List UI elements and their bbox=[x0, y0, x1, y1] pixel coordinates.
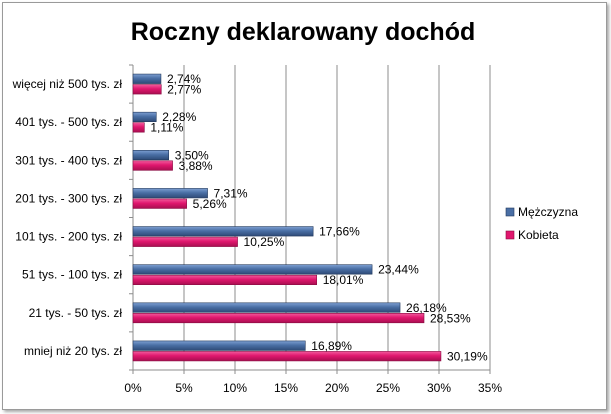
category-label: 51 tys. - 100 tys. zł bbox=[22, 268, 122, 282]
bar-mezczyzna bbox=[132, 188, 208, 199]
legend-label: Mężczyzna bbox=[518, 205, 578, 219]
bar-kobieta bbox=[132, 351, 442, 362]
legend-swatch-mezczyzna bbox=[505, 207, 515, 217]
category-label: 101 tys. - 200 tys. zł bbox=[15, 230, 122, 244]
bar-kobieta bbox=[132, 160, 173, 171]
category-label: 21 tys. - 50 tys. zł bbox=[29, 306, 123, 320]
category-label: mniej niż 20 tys. zł bbox=[24, 344, 122, 358]
bar-kobieta bbox=[132, 236, 238, 247]
bar-kobieta bbox=[132, 122, 145, 133]
data-label: 2,74% bbox=[167, 72, 201, 86]
bar-mezczyzna bbox=[132, 73, 162, 84]
data-label: 16,89% bbox=[311, 339, 352, 353]
x-tick-label: 30% bbox=[427, 381, 451, 395]
data-label: 18,01% bbox=[323, 273, 364, 287]
data-label: 17,66% bbox=[319, 225, 360, 239]
legend: Mężczyzna Kobieta bbox=[505, 205, 578, 242]
bar-kobieta bbox=[132, 274, 318, 285]
data-label: 3,50% bbox=[175, 148, 209, 162]
x-tick-label: 5% bbox=[175, 381, 193, 395]
category-labels: więcej niż 500 tys. zł 401 tys. - 500 tys… bbox=[12, 77, 123, 358]
x-tick-labels: 0% 5% 10% 15% 20% 25% 30% 35% bbox=[124, 381, 502, 395]
bar-mezczyzna bbox=[132, 150, 170, 161]
category-label: 301 tys. - 400 tys. zł bbox=[15, 153, 122, 167]
data-label: 26,18% bbox=[406, 301, 447, 315]
x-tick-label: 25% bbox=[376, 381, 400, 395]
data-label: 2,77% bbox=[167, 83, 201, 97]
data-labels: 2,74%2,77% 2,28%1,11% 3,50%3,88%7,31%5,26%… bbox=[150, 72, 488, 363]
x-tick-label: 35% bbox=[478, 381, 502, 395]
x-tick-label: 20% bbox=[325, 381, 349, 395]
data-label: 28,53% bbox=[430, 311, 471, 325]
x-tick-label: 10% bbox=[223, 381, 247, 395]
x-tick-label: 0% bbox=[124, 381, 142, 395]
data-label: 10,25% bbox=[244, 235, 285, 249]
bar-mezczyzna bbox=[132, 226, 314, 237]
bar-kobieta bbox=[132, 84, 162, 95]
bar-kobieta bbox=[132, 198, 187, 209]
data-label: 30,19% bbox=[447, 349, 488, 363]
category-label: więcej niż 500 tys. zł bbox=[12, 77, 123, 91]
data-label: 2,28% bbox=[162, 110, 196, 124]
category-label: 401 tys. - 500 tys. zł bbox=[15, 115, 122, 129]
bar-kobieta bbox=[132, 313, 425, 324]
bars bbox=[132, 73, 442, 362]
category-label: 201 tys. - 300 tys. zł bbox=[15, 191, 122, 205]
data-label: 7,31% bbox=[214, 186, 248, 200]
bar-mezczyzna bbox=[132, 264, 373, 275]
data-label: 1,11% bbox=[150, 121, 183, 135]
x-tick-label: 15% bbox=[274, 381, 298, 395]
legend-label: Kobieta bbox=[518, 228, 559, 242]
chart-title: Roczny deklarowany dochód bbox=[131, 18, 476, 46]
data-label: 3,88% bbox=[179, 159, 213, 173]
bar-mezczyzna bbox=[132, 111, 157, 122]
data-label: 23,44% bbox=[378, 263, 419, 277]
data-label: 5,26% bbox=[193, 197, 227, 211]
bar-mezczyzna bbox=[132, 302, 401, 313]
bar-mezczyzna bbox=[132, 340, 306, 351]
legend-swatch-kobieta bbox=[505, 230, 515, 240]
